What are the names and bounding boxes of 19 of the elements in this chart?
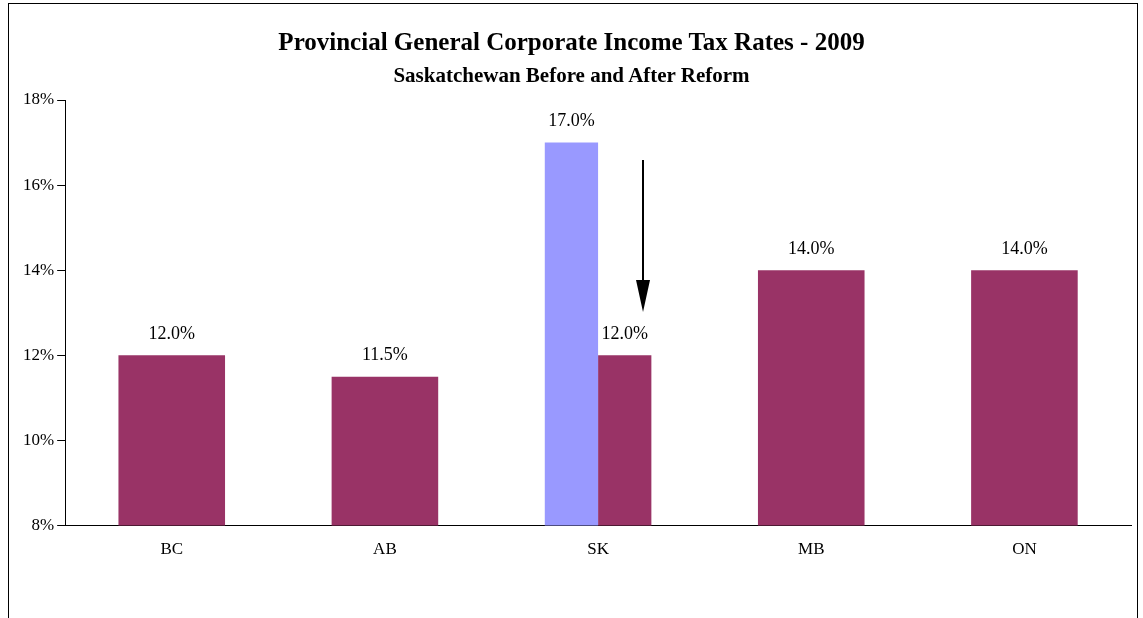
- x-tick-label: BC: [160, 539, 184, 559]
- data-label: 12.0%: [601, 323, 648, 344]
- y-tick-label: 12%: [22, 344, 55, 364]
- y-tick-label: 16%: [22, 174, 55, 194]
- chart-subtitle: Saskatchewan Before and After Reform: [392, 63, 751, 88]
- x-tick-label: AB: [373, 539, 397, 559]
- y-tick-label: 8%: [31, 515, 55, 535]
- x-tick-label: MB: [798, 539, 825, 559]
- data-label: 14.0%: [1001, 237, 1048, 258]
- x-tick-label: ON: [1012, 539, 1037, 559]
- data-label: 12.0%: [148, 323, 195, 344]
- data-label: 11.5%: [362, 344, 408, 365]
- y-tick-label: 14%: [22, 259, 55, 279]
- data-label: 14.0%: [788, 237, 835, 258]
- chart-title: Provincial General Corporate Income Tax Rates - 2009: [277, 28, 866, 56]
- data-label: 17.0%: [548, 110, 595, 131]
- x-tick-label: SK: [587, 539, 610, 559]
- y-tick-label: 10%: [22, 429, 55, 449]
- y-tick-label: 18%: [22, 89, 55, 109]
